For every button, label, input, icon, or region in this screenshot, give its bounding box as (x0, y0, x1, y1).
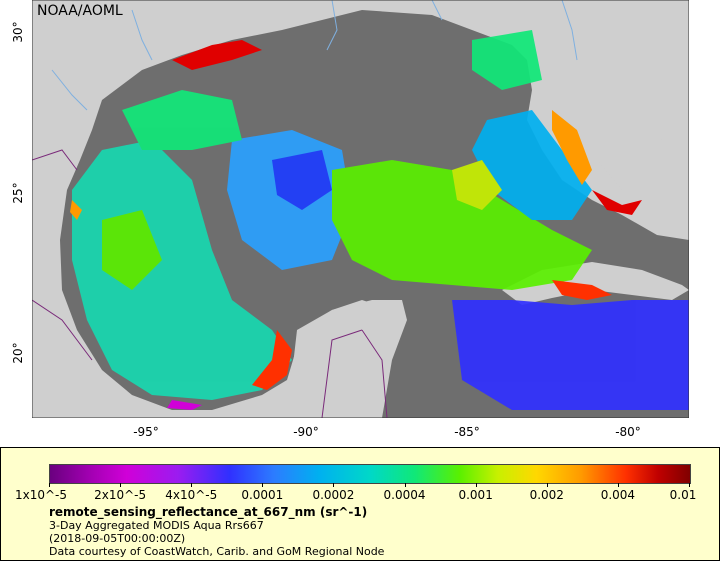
colorbar (49, 464, 691, 484)
lat-label-20: 20° (11, 342, 25, 364)
coastal-bands (70, 40, 642, 410)
colorbar-tickmark (404, 483, 406, 487)
colorbar-tickmark (262, 483, 264, 487)
colorbar-tick-label: 0.0001 (241, 488, 284, 502)
time-stamp: (2018-09-05T00:00:00Z) (49, 532, 186, 545)
lon-label-85: -85° (454, 425, 480, 439)
colorbar-tickmark (191, 483, 193, 487)
yucatan-land (287, 300, 407, 418)
colorbar-tick-label: 0.001 (458, 488, 493, 502)
lat-label-25: 25° (11, 182, 25, 204)
colorbar-tickmark (120, 483, 122, 487)
colorbar-tickmark (546, 483, 548, 487)
map-panel[interactable]: NOAA/AOML (32, 0, 689, 418)
borders (32, 149, 388, 418)
colorbar-tick-label: 0.01 (669, 488, 697, 502)
legend-panel: 1x10^-5 2x10^-5 4x10^-5 0.0001 0.0002 0.0004 0… (0, 447, 720, 561)
colorbar-tick-label: 4x10^-5 (165, 488, 218, 502)
colorbar-tick-label: 2x10^-5 (94, 488, 147, 502)
colorbar-tick-label: 0.004 (600, 488, 636, 502)
rivers (51, 0, 578, 111)
lat-label-30: 30° (11, 21, 25, 43)
map-canvas (32, 0, 689, 418)
variable-name: remote_sensing_reflectance_at_667_nm (sr… (49, 505, 368, 519)
colorbar-tick-label: 0.002 (529, 488, 564, 502)
agency-label: NOAA/AOML (37, 3, 123, 19)
reflectance-data-layer (72, 30, 689, 410)
product-name: 3-Day Aggregated MODIS Aqua Rrs667 (49, 519, 264, 532)
colorbar-tick-label: 0.0004 (383, 488, 426, 502)
colorbar-tick-label: 1x10^-5 (14, 488, 68, 502)
colorbar-tickmark (689, 483, 690, 487)
lon-label-90: -90° (293, 425, 319, 439)
colorbar-tick-label: 0.0002 (312, 488, 355, 502)
colorbar-tickmark (475, 483, 477, 487)
credit-text: Data courtesy of CoastWatch, Carib. and … (49, 545, 385, 558)
colorbar-tickmark (49, 483, 50, 487)
lon-label-95: -95° (133, 425, 159, 439)
colorbar-tickmark (333, 483, 335, 487)
lon-label-80: -80° (615, 425, 641, 439)
florida-land (532, 0, 672, 205)
colorbar-tickmark (617, 483, 619, 487)
